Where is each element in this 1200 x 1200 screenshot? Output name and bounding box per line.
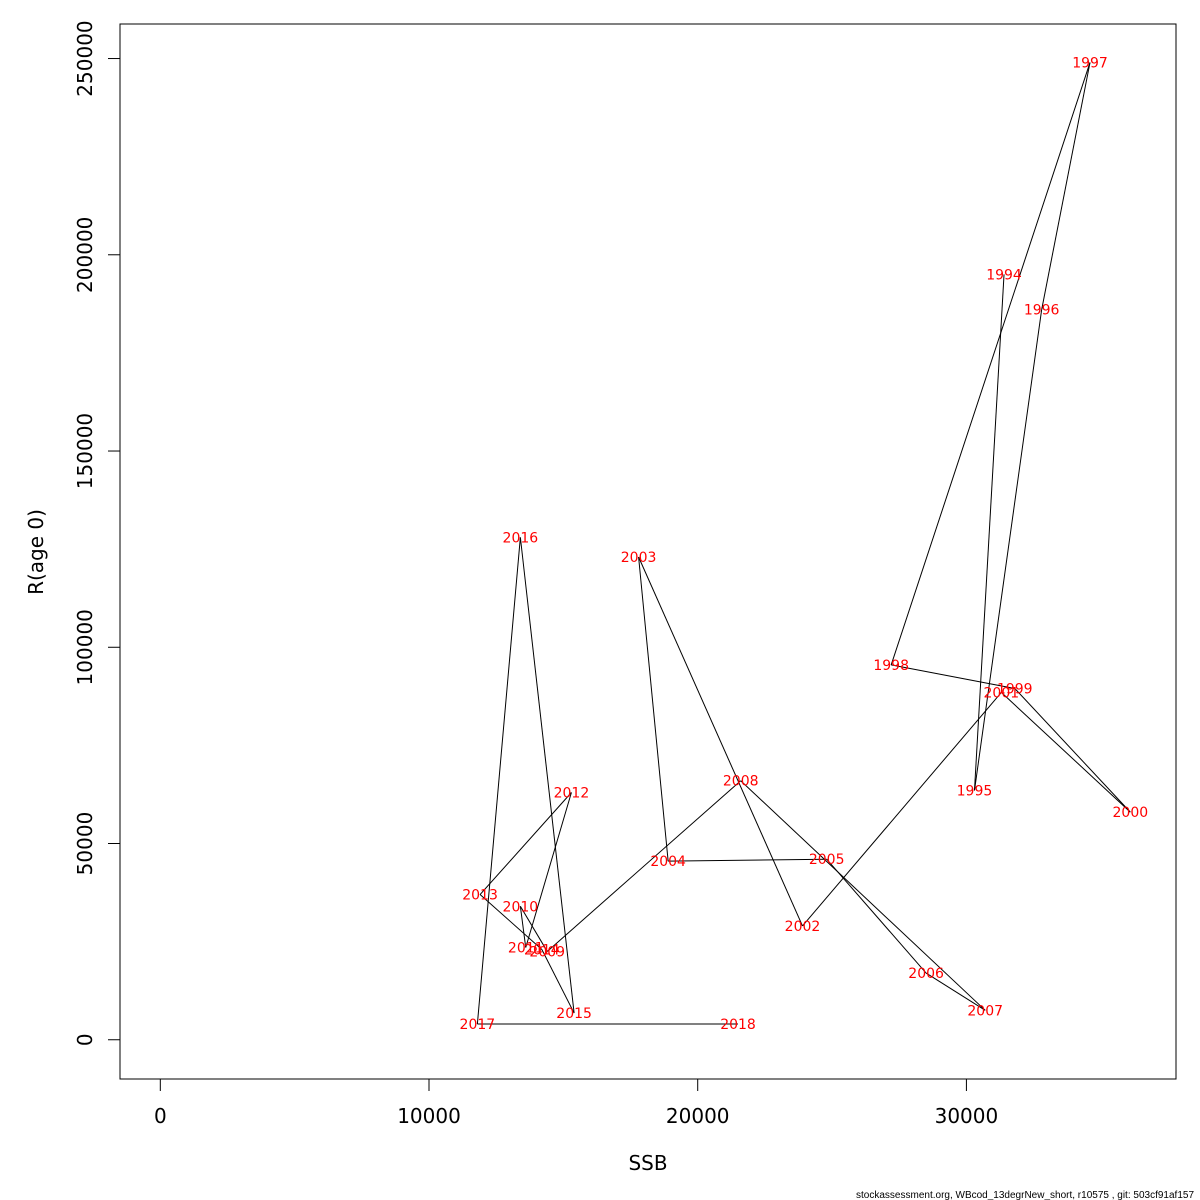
year-labels: 1994 1995 1996 1997 1998 1999 2000 2001 2002 2003…: [460, 55, 1149, 1033]
path-segment: [519, 906, 548, 952]
year-label-1994: 1994: [986, 267, 1022, 283]
year-label-2012: 2012: [554, 785, 590, 801]
path-segment: [1014, 688, 1131, 813]
path-segment: [973, 274, 1005, 791]
year-label-1995: 1995: [957, 784, 993, 800]
year-label-2013: 2013: [462, 888, 498, 904]
path-segment: [826, 858, 927, 974]
year-label-2000: 2000: [1113, 805, 1149, 821]
path-segment: [546, 780, 742, 952]
path-segment: [890, 62, 1091, 666]
y-tick-label: 250000: [73, 20, 97, 96]
year-label-2001: 2001: [984, 685, 1020, 701]
year-label-2014: 2014: [524, 942, 560, 958]
year-label-2015: 2015: [556, 1006, 592, 1022]
year-label-1997: 1997: [1072, 55, 1108, 71]
path-segment: [638, 556, 803, 927]
y-tick-label: 50000: [73, 812, 97, 876]
year-label-2008: 2008: [723, 774, 759, 790]
y-tick-label: 0: [73, 1033, 97, 1046]
year-label-2016: 2016: [503, 530, 539, 546]
path-segment: [802, 692, 1002, 927]
path-segment: [525, 792, 572, 948]
x-tick-label: 10000: [397, 1104, 461, 1128]
y-axis: 0 50000 100000 150000 200000 250000: [73, 20, 121, 1046]
path-segment: [479, 792, 572, 895]
path-segment: [1041, 62, 1091, 310]
x-tick-label: 20000: [666, 1104, 730, 1128]
path-segment: [891, 664, 1015, 689]
footer-text: stockassessment.org, WBcod_13degrNew_sho…: [856, 1190, 1194, 1200]
x-axis-title: SSB: [628, 1151, 667, 1175]
x-axis: 0 10000 20000 30000: [154, 1078, 999, 1128]
year-label-2007: 2007: [967, 1003, 1003, 1019]
path-segment: [925, 972, 986, 1011]
path-segment: [638, 556, 669, 862]
year-label-2003: 2003: [621, 550, 657, 566]
year-label-2006: 2006: [908, 966, 944, 982]
year-label-1999: 1999: [997, 681, 1033, 697]
recruitment-path: [476, 62, 1131, 1025]
x-tick-label: 0: [154, 1104, 167, 1128]
path-segment: [476, 537, 521, 1025]
year-label-1996: 1996: [1024, 303, 1060, 319]
path-segment: [1001, 692, 1131, 813]
path-segment: [519, 906, 527, 948]
year-label-2002: 2002: [785, 919, 821, 935]
y-tick-label: 200000: [73, 217, 97, 293]
year-label-2011: 2011: [508, 941, 544, 957]
y-axis-title: R(age 0): [24, 509, 48, 595]
year-label-1998: 1998: [873, 658, 909, 674]
path-segment: [479, 894, 543, 950]
path-segment: [541, 949, 575, 1014]
y-tick-label: 100000: [73, 609, 97, 685]
path-segment: [519, 537, 575, 1014]
path-segment: [740, 780, 986, 1011]
year-label-2005: 2005: [809, 852, 845, 868]
path-segment: [668, 858, 827, 862]
year-label-2017: 2017: [460, 1017, 496, 1033]
year-label-2018: 2018: [720, 1017, 756, 1033]
year-label-2004: 2004: [650, 854, 686, 870]
y-tick-label: 150000: [73, 413, 97, 489]
year-label-2010: 2010: [503, 899, 539, 915]
x-tick-label: 30000: [935, 1104, 999, 1128]
year-label-2009: 2009: [529, 944, 565, 960]
